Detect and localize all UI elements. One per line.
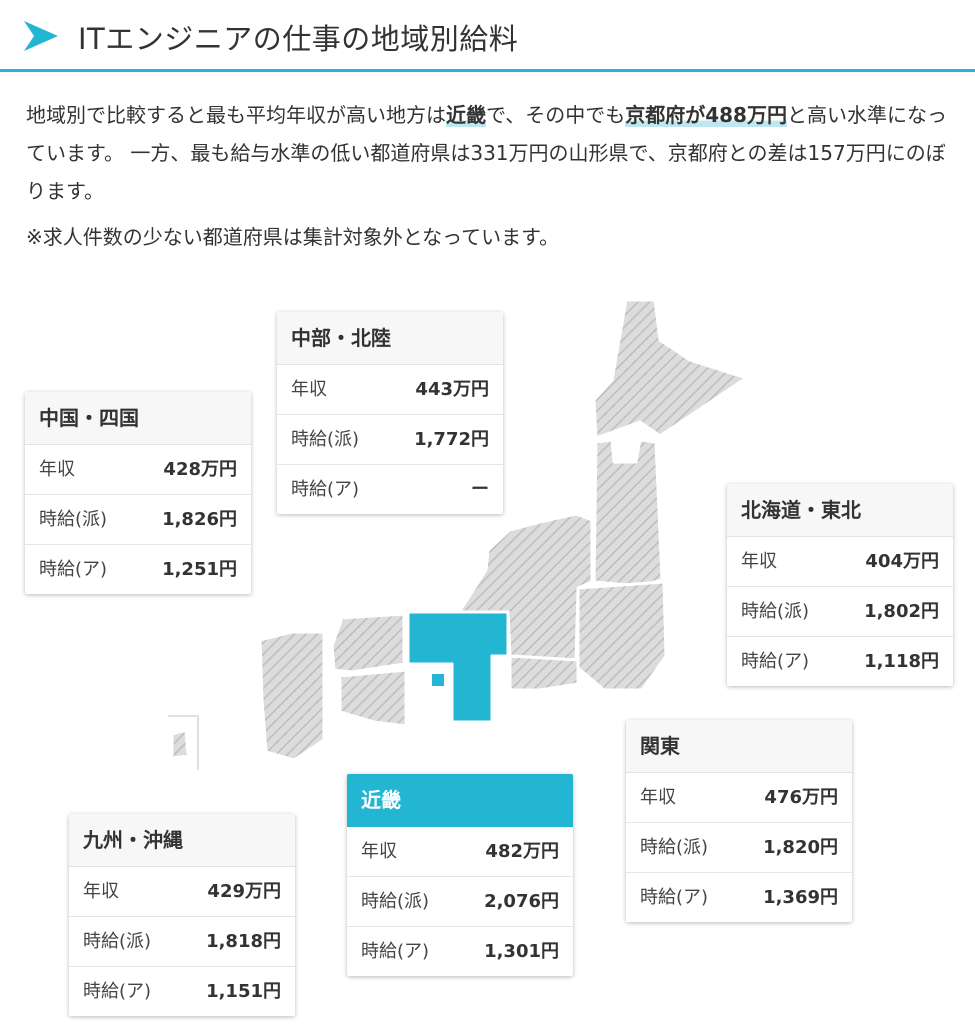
region-name: 近畿 bbox=[347, 774, 573, 827]
stat-row-hourly-parttime: 時給(ア) 1,151円 bbox=[69, 967, 295, 1016]
stat-label: 時給(派) bbox=[83, 931, 152, 952]
stat-row-hourly-dispatch: 時給(派) 1,802円 bbox=[727, 587, 953, 637]
stat-label: 時給(派) bbox=[291, 429, 360, 450]
region-card-kyushu-okinawa: 九州・沖縄 年収 429万円 時給(派) 1,818円 時給(ア) 1,151円 bbox=[69, 814, 295, 1016]
region-card-hokkaido-tohoku: 北海道・東北 年収 404万円 時給(派) 1,802円 時給(ア) 1,118円 bbox=[727, 484, 953, 686]
stat-row-hourly-dispatch: 時給(派) 1,826円 bbox=[25, 495, 251, 545]
map-okinawa bbox=[170, 728, 190, 760]
map-kanto bbox=[576, 580, 668, 692]
stat-label: 時給(派) bbox=[741, 601, 810, 622]
stat-row-hourly-dispatch: 時給(派) 1,818円 bbox=[69, 917, 295, 967]
footnote: ※求人件数の少ない都道府県は集計対象外となっています。 bbox=[26, 225, 560, 249]
stat-value: 1,301円 bbox=[484, 941, 559, 962]
stat-label: 時給(ア) bbox=[291, 479, 360, 500]
stat-row-hourly-parttime: 時給(ア) 1,251円 bbox=[25, 545, 251, 594]
stat-value: 2,076円 bbox=[484, 891, 559, 912]
region-name: 中国・四国 bbox=[25, 392, 251, 445]
stat-value: ー bbox=[471, 479, 489, 500]
region-name: 北海道・東北 bbox=[727, 484, 953, 537]
stat-value: 1,820円 bbox=[763, 837, 838, 858]
stat-label: 年収 bbox=[291, 379, 327, 400]
region-name: 九州・沖縄 bbox=[69, 814, 295, 867]
map-tohoku bbox=[592, 438, 664, 588]
map-kinki-awaji bbox=[432, 674, 444, 686]
stat-label: 時給(派) bbox=[361, 891, 430, 912]
map-kinki bbox=[406, 610, 510, 724]
stat-value: 1,151円 bbox=[206, 981, 281, 1002]
stat-label: 年収 bbox=[83, 881, 119, 902]
stat-row-annual-income: 年収 476万円 bbox=[626, 773, 852, 823]
stat-row-hourly-dispatch: 時給(派) 1,820円 bbox=[626, 823, 852, 873]
map-kyushu bbox=[258, 630, 326, 762]
region-card-chubu-hokuriku: 中部・北陸 年収 443万円 時給(派) 1,772円 時給(ア) ー bbox=[277, 312, 503, 514]
stat-row-annual-income: 年収 443万円 bbox=[277, 365, 503, 415]
stat-label: 時給(ア) bbox=[741, 651, 810, 672]
stat-value: 482万円 bbox=[485, 841, 559, 862]
highlight-region: 近畿 bbox=[446, 103, 486, 127]
stat-value: 476万円 bbox=[764, 787, 838, 808]
map-shikoku bbox=[338, 668, 408, 728]
region-card-kanto: 関東 年収 476万円 時給(派) 1,820円 時給(ア) 1,369円 bbox=[626, 720, 852, 922]
intro-paragraph: 地域別で比較すると最も平均年収が高い地方は近畿で、その中でも京都府が488万円と… bbox=[26, 103, 947, 203]
stat-row-annual-income: 年収 429万円 bbox=[69, 867, 295, 917]
stat-row-hourly-parttime: 時給(ア) ー bbox=[277, 465, 503, 514]
region-name: 関東 bbox=[626, 720, 852, 773]
region-name: 中部・北陸 bbox=[277, 312, 503, 365]
stat-value: 443万円 bbox=[415, 379, 489, 400]
map-kanto-izu bbox=[508, 654, 580, 692]
stat-label: 時給(ア) bbox=[83, 981, 152, 1002]
triangle-arrow-icon bbox=[24, 21, 58, 51]
stat-value: 1,772円 bbox=[414, 429, 489, 450]
stat-row-hourly-dispatch: 時給(派) 2,076円 bbox=[347, 877, 573, 927]
section-title: ITエンジニアの仕事の地域別給料 bbox=[78, 22, 519, 56]
section-header: ITエンジニアの仕事の地域別給料 bbox=[0, 0, 975, 72]
stat-label: 年収 bbox=[361, 841, 397, 862]
stat-value: 1,826円 bbox=[162, 509, 237, 530]
stat-label: 年収 bbox=[741, 551, 777, 572]
stat-label: 時給(ア) bbox=[39, 559, 108, 580]
stat-label: 時給(派) bbox=[39, 509, 108, 530]
region-card-kinki: 近畿 年収 482万円 時給(派) 2,076円 時給(ア) 1,301円 bbox=[347, 774, 573, 976]
highlight-prefecture: 京都府が488万円 bbox=[625, 103, 787, 127]
stat-value: 429万円 bbox=[207, 881, 281, 902]
stat-row-hourly-parttime: 時給(ア) 1,369円 bbox=[626, 873, 852, 922]
stat-label: 年収 bbox=[640, 787, 676, 808]
stat-row-hourly-dispatch: 時給(派) 1,772円 bbox=[277, 415, 503, 465]
stat-value: 1,251円 bbox=[162, 559, 237, 580]
stat-value: 428万円 bbox=[163, 459, 237, 480]
stat-label: 年収 bbox=[39, 459, 75, 480]
map-chugoku bbox=[330, 612, 406, 674]
stat-row-annual-income: 年収 404万円 bbox=[727, 537, 953, 587]
stat-value: 1,818円 bbox=[206, 931, 281, 952]
region-card-chugoku-shikoku: 中国・四国 年収 428万円 時給(派) 1,826円 時給(ア) 1,251円 bbox=[25, 392, 251, 594]
stat-row-hourly-parttime: 時給(ア) 1,301円 bbox=[347, 927, 573, 976]
stat-label: 時給(ア) bbox=[361, 941, 430, 962]
stat-value: 404万円 bbox=[865, 551, 939, 572]
stat-value: 1,369円 bbox=[763, 887, 838, 908]
stat-row-hourly-parttime: 時給(ア) 1,118円 bbox=[727, 637, 953, 686]
stat-label: 時給(派) bbox=[640, 837, 709, 858]
map-hokkaido bbox=[592, 298, 748, 440]
map-okinawa-separator bbox=[168, 715, 199, 770]
stat-row-annual-income: 年収 482万円 bbox=[347, 827, 573, 877]
stat-label: 時給(ア) bbox=[640, 887, 709, 908]
stat-row-annual-income: 年収 428万円 bbox=[25, 445, 251, 495]
stat-value: 1,118円 bbox=[864, 651, 939, 672]
stat-value: 1,802円 bbox=[864, 601, 939, 622]
